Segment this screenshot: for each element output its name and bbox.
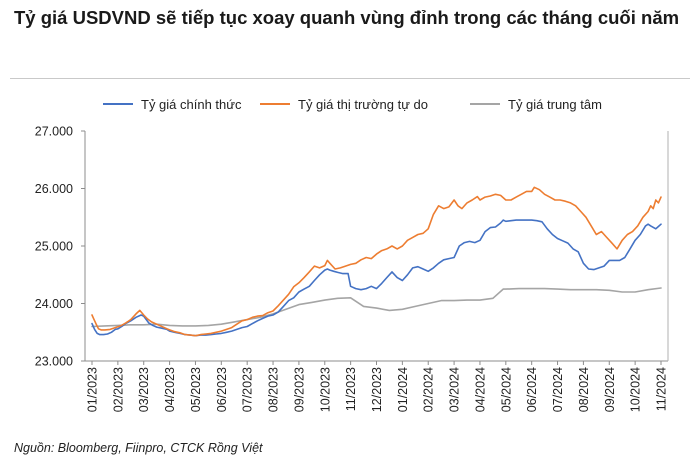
legend-label-free-market: Tỷ giá thị trường tự do — [298, 96, 428, 112]
x-tick-label: 10/2024 — [629, 367, 643, 412]
x-tick-label: 02/2024 — [422, 367, 436, 412]
x-tick-label: 12/2023 — [370, 367, 384, 412]
source-note: Nguồn: Bloomberg, Fiinpro, CTCK Rồng Việ… — [14, 441, 263, 455]
y-tick-label: 26.000 — [35, 182, 73, 196]
legend-swatch-free-market — [260, 103, 290, 105]
x-tick-label: 04/2024 — [473, 367, 487, 412]
x-tick-label: 11/2024 — [655, 367, 669, 411]
y-tick-label: 25.000 — [35, 240, 73, 254]
series-line-official — [91, 219, 662, 337]
x-tick-label: 03/2024 — [448, 367, 462, 412]
x-tick-label: 08/2023 — [267, 367, 281, 412]
y-tick-label: 24.000 — [35, 297, 73, 311]
y-tick-label: 23.000 — [35, 355, 73, 369]
x-tick-label: 07/2023 — [241, 367, 255, 412]
y-tick-label: 27.000 — [35, 125, 73, 139]
legend: Tỷ giá chính thức Tỷ giá thị trường tự d… — [0, 93, 700, 115]
legend-item-free-market: Tỷ giá thị trường tự do — [260, 93, 428, 115]
x-tick-label: 09/2024 — [603, 367, 617, 412]
title-divider — [10, 78, 690, 79]
x-tick-label: 01/2024 — [396, 367, 410, 412]
x-tick-label: 07/2024 — [551, 367, 565, 412]
x-tick-label: 11/2023 — [344, 367, 358, 411]
x-tick-label: 10/2023 — [318, 367, 332, 412]
legend-item-official: Tỷ giá chính thức — [103, 93, 241, 115]
x-tick-label: 08/2024 — [577, 367, 591, 412]
legend-item-central: Tỷ giá trung tâm — [470, 93, 602, 115]
x-tick-label: 01/2023 — [86, 367, 100, 412]
x-tick-label: 04/2023 — [163, 367, 177, 412]
legend-label-central: Tỷ giá trung tâm — [508, 96, 602, 112]
x-tick-label: 06/2023 — [215, 367, 229, 412]
series-line-free-market — [91, 186, 662, 337]
x-tick-label: 09/2023 — [292, 367, 306, 412]
series-line-central — [91, 287, 662, 328]
legend-swatch-central — [470, 103, 500, 105]
x-tick-label: 05/2023 — [189, 367, 203, 412]
chart-title: Tỷ giá USDVND sẽ tiếp tục xoay quanh vùn… — [14, 7, 680, 28]
legend-label-official: Tỷ giá chính thức — [141, 96, 242, 112]
x-tick-label: 05/2024 — [499, 367, 513, 412]
x-tick-label: 02/2023 — [111, 367, 125, 412]
x-tick-label: 06/2024 — [525, 367, 539, 412]
legend-swatch-official — [103, 103, 133, 105]
x-tick-label: 03/2023 — [137, 367, 151, 412]
